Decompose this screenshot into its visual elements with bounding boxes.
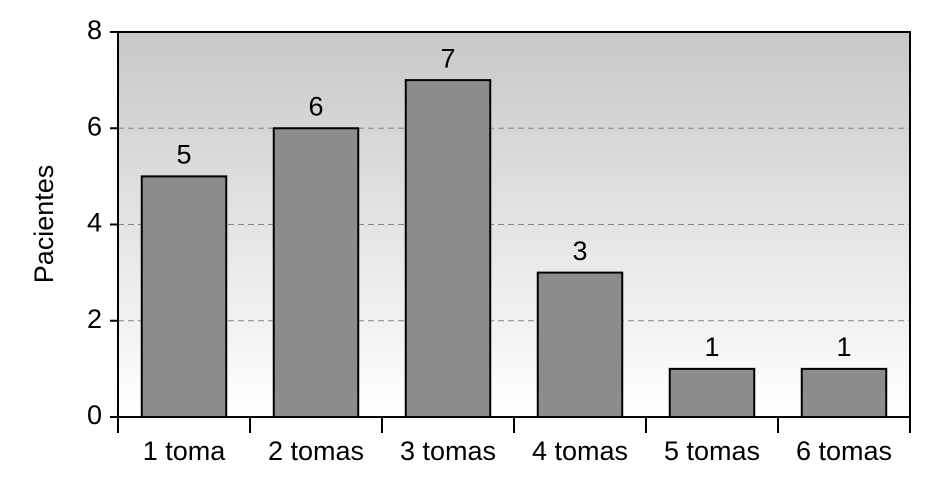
value-label: 5 (176, 140, 191, 170)
y-tick-label: 0 (87, 400, 102, 430)
y-tick-label: 6 (87, 111, 102, 141)
value-label: 1 (704, 332, 719, 362)
y-axis-label: Pacientes (29, 165, 59, 284)
x-tick-label: 6 tomas (796, 436, 892, 466)
y-tick-label: 4 (87, 208, 102, 238)
x-tick-label: 2 tomas (268, 436, 364, 466)
value-label: 1 (836, 332, 851, 362)
x-tick-label: 4 tomas (532, 436, 628, 466)
bar (668, 367, 756, 418)
bar (140, 175, 228, 418)
value-label: 7 (440, 43, 455, 73)
y-tick-label: 2 (87, 304, 102, 334)
x-tick-label: 3 tomas (400, 436, 496, 466)
x-tick-label: 5 tomas (664, 436, 760, 466)
x-tick-label: 1 toma (143, 436, 227, 466)
bar (536, 271, 624, 418)
y-tick-label: 8 (87, 15, 102, 45)
bar (272, 127, 360, 418)
bar (404, 79, 492, 418)
value-label: 6 (308, 91, 323, 121)
bar (800, 367, 888, 418)
value-label: 3 (572, 236, 587, 266)
